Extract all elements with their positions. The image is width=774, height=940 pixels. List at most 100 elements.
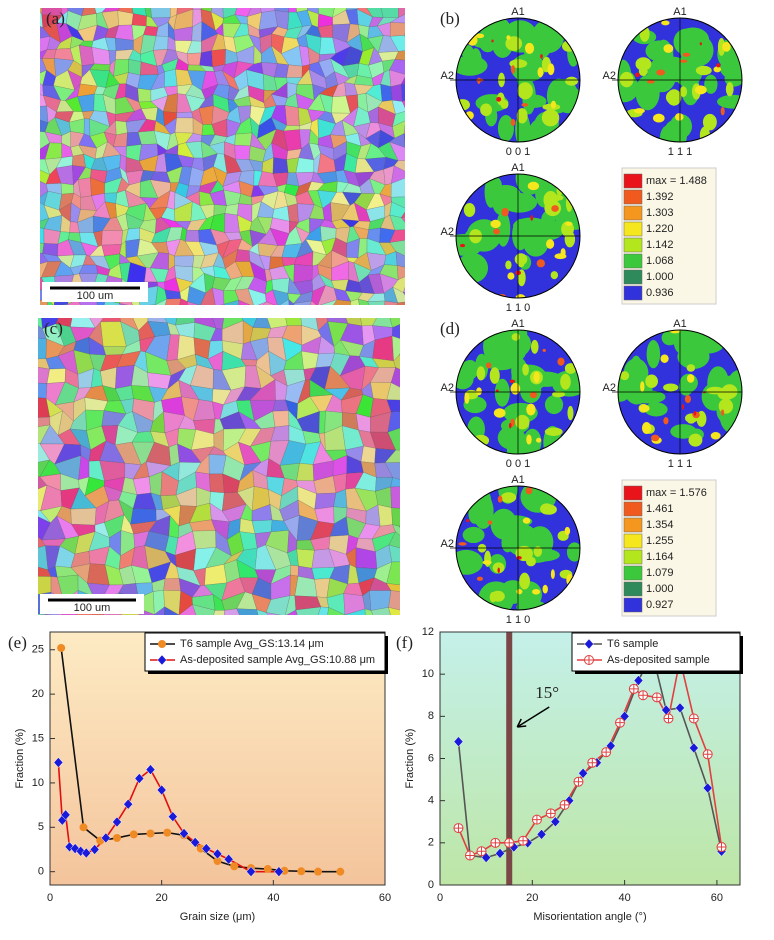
grain — [147, 372, 172, 390]
pole-blob — [540, 54, 543, 59]
grain — [38, 545, 49, 571]
grain — [387, 411, 400, 433]
pole-blob — [645, 374, 658, 389]
pole-blob — [509, 379, 516, 384]
marker — [663, 713, 674, 724]
grain — [295, 606, 322, 615]
legend-value: 1.303 — [646, 207, 674, 219]
grain — [294, 575, 318, 598]
pole-blob — [532, 588, 541, 595]
grain — [388, 590, 400, 611]
grain — [406, 191, 422, 209]
grain — [406, 60, 418, 77]
grain — [265, 595, 291, 615]
grain — [410, 267, 422, 280]
marker-plus — [615, 718, 625, 728]
panel-label: (f) — [396, 633, 413, 652]
grain — [386, 583, 400, 592]
pole-blob — [650, 434, 660, 442]
grain — [40, 227, 45, 244]
pole-blob — [704, 74, 718, 94]
grain — [393, 353, 400, 370]
grain — [192, 604, 216, 615]
marker — [179, 828, 189, 839]
pole-blob — [526, 556, 536, 567]
pole-blob — [656, 69, 666, 76]
grain — [398, 8, 405, 18]
pole-blob — [564, 526, 571, 536]
legend-value: 1.142 — [646, 239, 674, 251]
grain — [100, 318, 121, 323]
marker-plus — [560, 800, 570, 810]
grain — [83, 118, 91, 137]
marker — [190, 837, 201, 848]
panel-label: (b) — [440, 9, 460, 28]
pole-blob — [456, 549, 483, 575]
grain — [399, 353, 400, 355]
grain — [200, 305, 215, 316]
x-tick-label: 0 — [47, 892, 53, 904]
y-axis-label: Fraction (%) — [14, 729, 26, 789]
pole-blob — [475, 33, 485, 39]
grain — [200, 287, 216, 305]
legend-value: max = 1.488 — [646, 175, 707, 187]
marker — [57, 643, 66, 652]
grain — [364, 608, 374, 615]
grain — [148, 304, 156, 305]
pole-blob — [640, 381, 645, 393]
pole-blob — [718, 398, 734, 414]
grain — [295, 157, 315, 174]
marker — [158, 640, 166, 648]
legend-value: 1.164 — [646, 551, 674, 563]
grain — [286, 64, 303, 78]
grain — [406, 10, 420, 23]
grain — [60, 182, 74, 195]
pole-blob — [550, 271, 559, 280]
marker — [113, 833, 121, 842]
pole-blob — [562, 40, 576, 52]
grain — [399, 524, 400, 527]
marker — [545, 808, 556, 819]
grain — [257, 301, 267, 305]
marker — [601, 747, 612, 758]
marker — [638, 690, 649, 701]
pole-blob — [501, 532, 514, 553]
grain-map — [38, 318, 425, 615]
legend-swatch — [623, 221, 643, 237]
pole-label: 1 1 0 — [506, 614, 530, 626]
pole-blob — [682, 52, 691, 57]
pole-blob — [537, 19, 558, 45]
pole-blob — [496, 96, 502, 102]
plot-frame — [49, 631, 386, 886]
legend-value: 1.392 — [646, 191, 674, 203]
axis-a1: A1 — [511, 162, 524, 174]
pole-blob — [722, 41, 731, 52]
pole-blob — [513, 217, 549, 235]
series-layer — [53, 643, 345, 878]
marker — [112, 816, 122, 828]
y-tick-label: 0 — [38, 866, 44, 878]
grain — [118, 303, 129, 305]
grain — [372, 318, 393, 328]
grain — [404, 147, 405, 148]
marker — [615, 717, 625, 728]
pole-blob — [493, 228, 500, 235]
grain — [402, 428, 425, 451]
marker — [465, 850, 475, 861]
marker — [578, 767, 588, 779]
marker — [689, 742, 699, 754]
axis-a2: A2 — [441, 70, 454, 82]
grain — [186, 52, 202, 66]
grain — [389, 14, 405, 24]
marker — [123, 798, 134, 810]
panel-label: (c) — [44, 319, 63, 338]
grain — [391, 507, 400, 527]
marker — [134, 773, 145, 784]
grain — [101, 230, 123, 246]
y-tick-label: 25 — [32, 644, 44, 656]
grain — [403, 133, 405, 148]
pole-label: 1 1 1 — [668, 458, 692, 470]
pole-blob — [695, 65, 712, 76]
marker-plus — [573, 777, 583, 787]
pole-blob — [710, 431, 721, 440]
